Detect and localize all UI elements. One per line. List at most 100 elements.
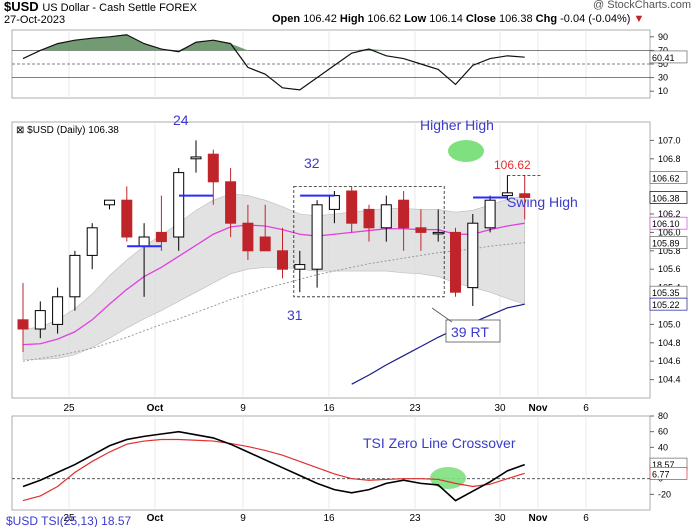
candle-body	[121, 199, 133, 238]
tsi-xtick-label: Oct	[147, 513, 164, 524]
ma-grey-line	[22, 242, 525, 362]
candle-body	[69, 254, 81, 298]
candle-body	[363, 208, 375, 229]
candle-body	[207, 153, 219, 183]
tsi-legend-text: $USD TSI(25,13) 18.57	[6, 514, 132, 527]
candle-body	[138, 236, 150, 247]
candle-body	[346, 190, 358, 224]
candle-body	[294, 264, 306, 270]
chart-title: $USD US Dollar - Cash Settle FOREX	[4, 0, 197, 14]
candle-body	[467, 222, 479, 289]
candle-body	[104, 199, 115, 206]
chart-date: 27-Oct-2023	[4, 14, 66, 26]
panel-frame-2	[11, 121, 651, 399]
candle-body	[380, 204, 392, 229]
tsi-xtick-label: 30	[494, 513, 506, 524]
candle-body	[86, 227, 98, 256]
candle-body	[52, 296, 64, 325]
panel-frame-3	[11, 415, 651, 511]
tsi-xtick-label: 6	[583, 513, 589, 524]
price-xtick-label: 25	[63, 403, 75, 414]
tsi-ytick-label: 80	[658, 411, 668, 421]
label-24: 24	[173, 112, 189, 128]
tsi-xtick-label: Nov	[529, 513, 548, 524]
price-ytick-label: 105.8	[658, 246, 681, 256]
tsi-ytick-label: -20	[658, 489, 671, 499]
tag-band-b: 105.22	[652, 300, 680, 310]
price-ytick-label: 104.4	[658, 375, 681, 385]
price-ytick-label: 105.0	[658, 319, 681, 329]
price-xtick-label: 23	[409, 403, 421, 414]
tag-close: 106.38	[652, 193, 680, 203]
tag-tsi: 18.57	[652, 460, 675, 470]
ma-navy-line	[351, 303, 525, 385]
candle-body	[328, 195, 340, 210]
price-xtick-label: 9	[240, 403, 246, 414]
candle-body	[17, 319, 29, 330]
tsi-ytick-label: 40	[658, 442, 668, 452]
label-32: 32	[304, 155, 320, 171]
label-31: 31	[287, 307, 303, 323]
candle-body	[173, 172, 185, 238]
tag-band-b-box	[649, 297, 688, 311]
price-xtick-label: Oct	[147, 403, 164, 414]
ind-ytick-label: 70	[658, 45, 668, 55]
candle-body	[519, 193, 531, 198]
candle-body	[277, 250, 288, 270]
label-swing-high: Swing High	[507, 194, 578, 210]
candle-body	[311, 204, 323, 270]
tag-106-62: 106.62	[652, 173, 680, 183]
tsi-line	[22, 430, 525, 502]
ind-value-tag: 60.41	[652, 53, 675, 63]
ind-ytick-label: 50	[658, 59, 668, 69]
candle-body	[398, 199, 410, 229]
ohlc-readout: Open 106.42 High 106.62 Low 106.14 Close…	[272, 13, 645, 25]
tag-ma-grey-box	[649, 236, 688, 249]
ind-overbought-fill	[23, 34, 525, 51]
tsi-xtick-label: 25	[63, 513, 75, 524]
tag-ma-pink: 106.10	[652, 219, 680, 229]
tag-band-a: 105.35	[652, 288, 680, 298]
tsi-signal-line	[22, 438, 525, 502]
candle-body	[155, 231, 167, 243]
range-box	[293, 185, 445, 298]
price-xtick-label: 6	[583, 403, 589, 414]
ind-ytick-label: 90	[658, 32, 668, 42]
price-xtick-label: Nov	[529, 403, 548, 414]
ind-ytick-label: 30	[658, 73, 668, 83]
tag-tsi-signal: 6.77	[652, 469, 670, 479]
price-ytick-label: 107.0	[658, 135, 681, 145]
candle-body	[415, 227, 427, 233]
price-xtick-label: 16	[323, 403, 335, 414]
price-ytick-label: 106.8	[658, 154, 681, 164]
label-higher-high: Higher High	[420, 117, 494, 133]
tsi-xtick-label: 23	[409, 513, 421, 524]
ind-line	[22, 34, 525, 91]
copyright: @ StockCharts.com	[593, 0, 691, 11]
candle-body	[242, 222, 254, 252]
label-tsi-crossover: TSI Zero Line Crossover	[363, 435, 516, 451]
ma-pink-line	[22, 222, 525, 346]
price-series-label: ⊠ $USD (Daily) 106.38	[16, 125, 119, 136]
price-xtick-label: 30	[494, 403, 506, 414]
higher-high-marker	[448, 140, 484, 162]
rt-callout-box	[445, 319, 501, 343]
label-swing-price: 106.62	[494, 158, 531, 172]
candle-body	[432, 231, 444, 235]
candle-body	[259, 236, 271, 252]
tsi-xtick-label: 9	[240, 513, 246, 524]
candle-body	[484, 199, 496, 229]
tag-106-62-box	[649, 171, 688, 184]
price-ytick-label: 106.2	[658, 209, 681, 219]
candle-body	[225, 181, 237, 224]
tag-close-box	[649, 191, 688, 204]
tsi-xtick-label: 16	[323, 513, 335, 524]
tsi-crossover-marker	[430, 467, 466, 489]
tag-tsi-signal-box	[649, 467, 688, 480]
rt-callout-pointer	[431, 307, 453, 323]
candle-body	[501, 192, 513, 197]
candle-body	[190, 156, 202, 160]
ind-ytick-label: 10	[658, 86, 668, 96]
price-ytick-label: 105.6	[658, 264, 681, 274]
